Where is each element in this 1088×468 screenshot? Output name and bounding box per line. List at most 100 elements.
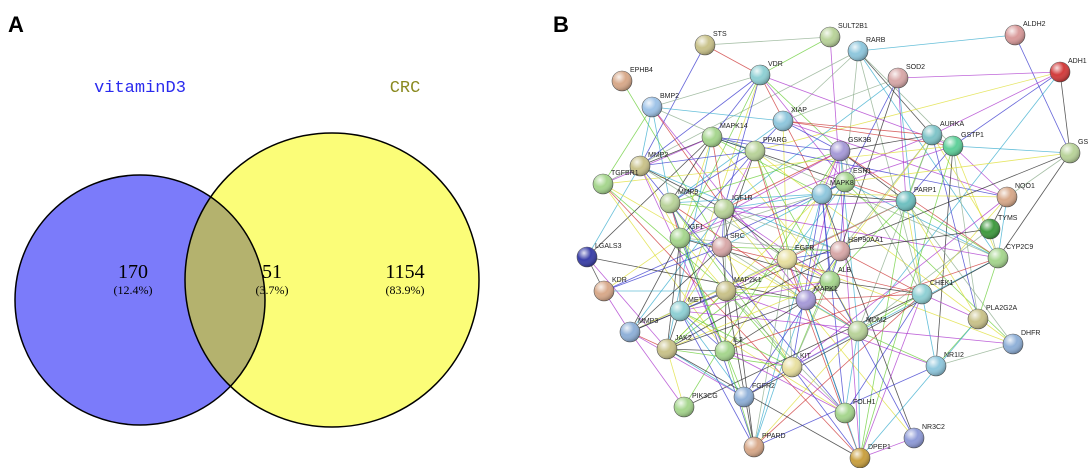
node-shine bbox=[594, 281, 614, 301]
node-label: PIK3CG bbox=[692, 393, 718, 400]
node-shine bbox=[812, 184, 832, 204]
node-shine bbox=[988, 248, 1008, 268]
node-label: MAPK8 bbox=[830, 180, 854, 187]
node-shine bbox=[670, 228, 690, 248]
node-shine bbox=[745, 141, 765, 161]
node-shine bbox=[642, 97, 662, 117]
edge bbox=[652, 75, 760, 107]
node-label: HSP90AA1 bbox=[848, 237, 884, 244]
node-label: NR3C2 bbox=[922, 424, 945, 431]
node-label: ALB bbox=[838, 267, 852, 274]
node-label: ALDH2 bbox=[1023, 21, 1046, 28]
panel-label: A bbox=[8, 12, 24, 37]
edge bbox=[680, 311, 1013, 344]
node-label: IGF1R bbox=[732, 195, 753, 202]
edge bbox=[760, 37, 830, 75]
node-shine bbox=[943, 136, 963, 156]
node-shine bbox=[997, 187, 1017, 207]
node-shine bbox=[750, 65, 770, 85]
edge bbox=[705, 37, 830, 45]
node-label: IL2 bbox=[733, 337, 743, 344]
node-shine bbox=[820, 27, 840, 47]
node-label: MMP3 bbox=[638, 318, 658, 325]
edge bbox=[922, 294, 936, 366]
node-shine bbox=[593, 174, 613, 194]
node-label: ADH1 bbox=[1068, 58, 1087, 65]
node-label: FOLH1 bbox=[853, 399, 876, 406]
edge bbox=[630, 332, 684, 407]
node-label: XIAP bbox=[791, 107, 807, 114]
node-shine bbox=[734, 387, 754, 407]
edge bbox=[898, 72, 1060, 78]
edge bbox=[806, 294, 922, 300]
node-shine bbox=[896, 191, 916, 211]
edge bbox=[604, 247, 722, 291]
node-shine bbox=[904, 428, 924, 448]
venn: vitaminD3 CRC 170 (12.4%) 51 (3.7%) 1154… bbox=[15, 79, 479, 427]
node-shine bbox=[670, 301, 690, 321]
node-label: JAK2 bbox=[675, 335, 692, 342]
node-shine bbox=[712, 237, 732, 257]
set-count: 1154 bbox=[385, 261, 424, 283]
node-label: MMP9 bbox=[678, 189, 698, 196]
node-label: MMP2 bbox=[648, 152, 668, 159]
node-shine bbox=[850, 448, 870, 468]
node-label: PARP1 bbox=[914, 187, 937, 194]
node-shine bbox=[968, 309, 988, 329]
node-shine bbox=[657, 339, 677, 359]
set-name: vitaminD3 bbox=[94, 79, 186, 98]
node-label: KDR bbox=[612, 277, 627, 284]
set-percent: (12.4%) bbox=[114, 283, 153, 297]
figure: A B vitaminD3 CRC 170 (12.4%) 51 (3.7%) … bbox=[0, 0, 1088, 468]
node-shine bbox=[926, 356, 946, 376]
node-label: KIT bbox=[800, 353, 812, 360]
node-label: STS bbox=[713, 31, 727, 38]
edge bbox=[667, 349, 860, 458]
node-label: MAPK1 bbox=[814, 286, 838, 293]
node-label: DPEP1 bbox=[868, 444, 891, 451]
edge bbox=[858, 294, 922, 331]
set-count: 170 bbox=[118, 261, 148, 283]
node-label: BMP2 bbox=[660, 93, 679, 100]
node-label: TGFBR1 bbox=[611, 170, 639, 177]
edge bbox=[783, 78, 898, 121]
node-shine bbox=[715, 341, 735, 361]
node-label: DHFR bbox=[1021, 330, 1040, 337]
node-label: LGALS3 bbox=[595, 243, 622, 250]
node-label: CYP2C9 bbox=[1006, 244, 1033, 251]
node-shine bbox=[1060, 143, 1080, 163]
edge bbox=[680, 135, 932, 238]
node-label: NR1I2 bbox=[944, 352, 964, 359]
node-label: AURKA bbox=[940, 121, 964, 128]
node-label: TYMS bbox=[998, 215, 1018, 222]
node-label: MET bbox=[688, 297, 704, 304]
node-shine bbox=[1005, 25, 1025, 45]
edge bbox=[1060, 72, 1070, 153]
node-label: PPARG bbox=[763, 137, 787, 144]
node-shine bbox=[830, 241, 850, 261]
node-shine bbox=[620, 322, 640, 342]
edge bbox=[652, 107, 783, 121]
node-shine bbox=[714, 199, 734, 219]
edge bbox=[953, 146, 1070, 153]
node-label: IGF1 bbox=[688, 224, 704, 231]
node-shine bbox=[744, 437, 764, 457]
network-nodes: STSSULT2B1RARBALDH2ADH1EPHB4VDRSOD2BMP2X… bbox=[577, 21, 1088, 468]
node-label: MDM2 bbox=[866, 317, 887, 324]
node-shine bbox=[912, 284, 932, 304]
node-shine bbox=[702, 127, 722, 147]
overlap-percent: (3.7%) bbox=[256, 283, 289, 297]
node-shine bbox=[835, 403, 855, 423]
node-shine bbox=[612, 71, 632, 91]
node-label: GSK3B bbox=[848, 137, 872, 144]
edge bbox=[792, 251, 840, 367]
node-label: EPHB4 bbox=[630, 67, 653, 74]
node-shine bbox=[848, 41, 868, 61]
node-label: MAP2K1 bbox=[734, 277, 762, 284]
node-shine bbox=[1050, 62, 1070, 82]
node-label: GSTM1 bbox=[1078, 139, 1088, 146]
node-label: NQO1 bbox=[1015, 183, 1035, 190]
node-shine bbox=[716, 281, 736, 301]
set-percent: (83.9%) bbox=[386, 283, 425, 297]
node-shine bbox=[980, 219, 1000, 239]
